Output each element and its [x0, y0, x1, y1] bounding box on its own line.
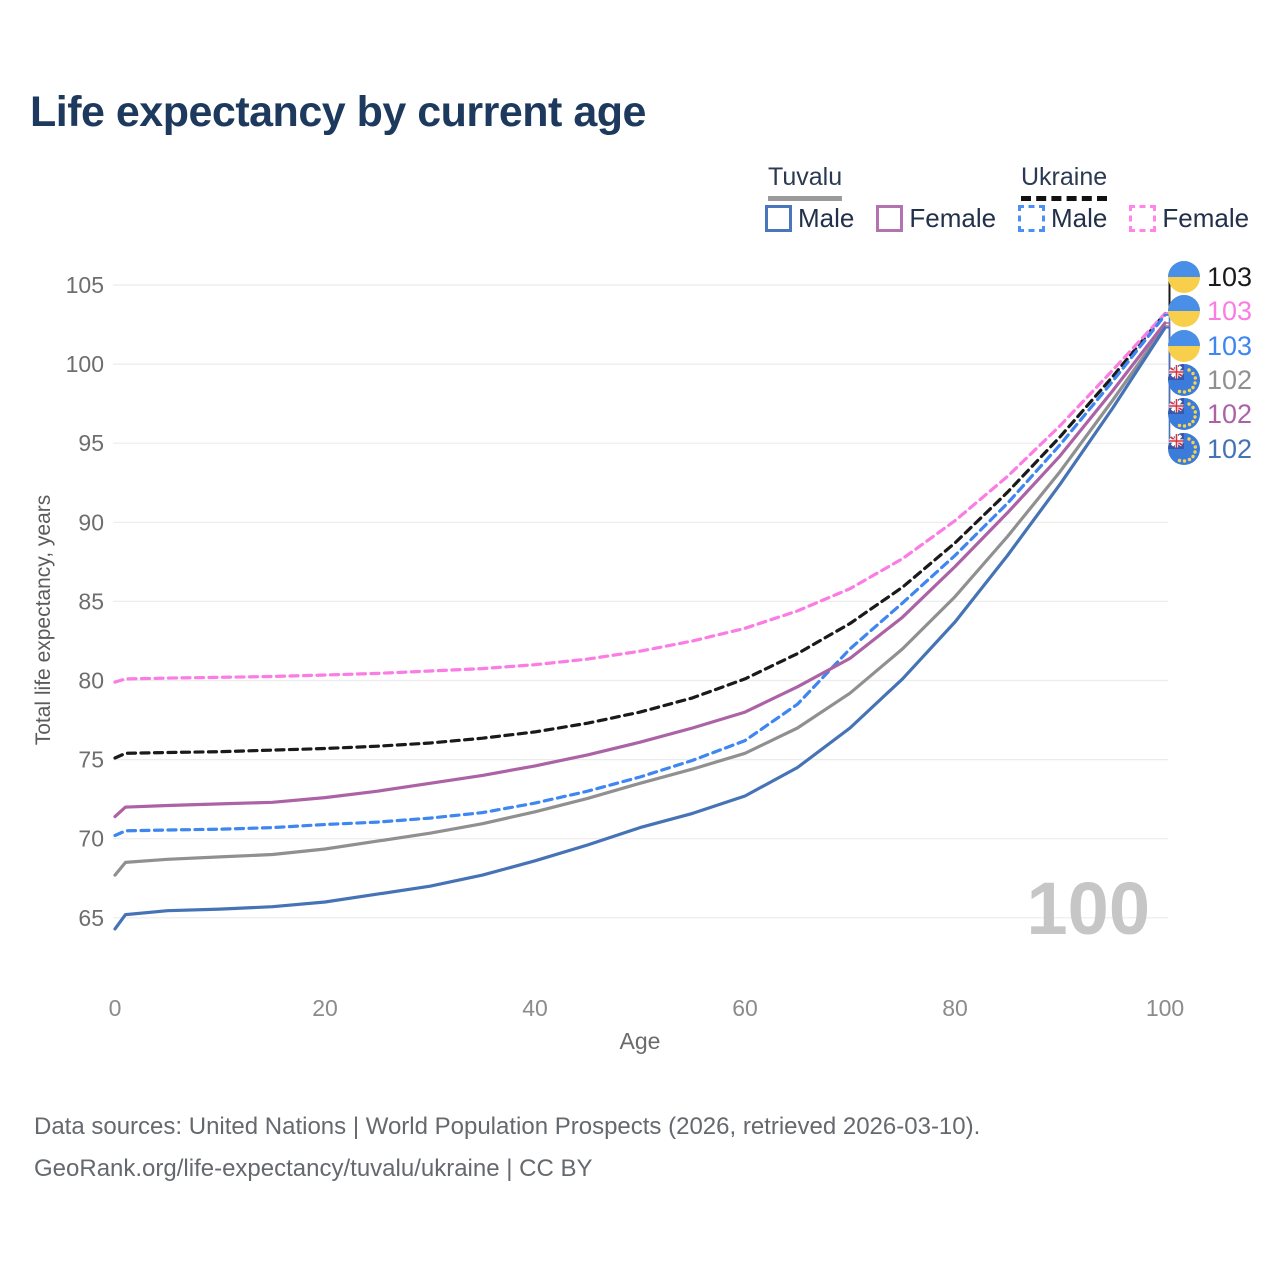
y-axis-label: Total life expectancy, years: [32, 494, 55, 746]
series-line-tuvalu-female: [113, 321, 1167, 819]
x-tick-label: 80: [942, 995, 968, 1021]
end-value: 103: [1207, 261, 1253, 292]
series-line-tuvalu-male: [113, 326, 1167, 931]
footer: Data sources: United Nations | World Pop…: [34, 1106, 980, 1190]
legend-group-ukraine: Ukraine: [1021, 163, 1108, 201]
end-label-ukraine-both: 103: [1168, 260, 1252, 294]
y-tick-label: 95: [78, 430, 104, 456]
end-label-ukraine-male: 103: [1168, 329, 1252, 363]
y-tick-label: 75: [78, 747, 104, 773]
legend-item-ukraine-male: Male: [1018, 203, 1107, 234]
end-value: 102: [1207, 433, 1253, 464]
tuvalu-female-swatch-icon: [876, 205, 904, 232]
end-value: 103: [1207, 330, 1253, 361]
x-tick-label: 20: [312, 995, 338, 1021]
ukraine-flag-icon: [1168, 330, 1200, 362]
end-label-tuvalu-both: 102: [1168, 363, 1252, 397]
end-value: 102: [1207, 398, 1253, 429]
series-line-tuvalu-both: [113, 324, 1167, 877]
ukraine-flag-icon: [1168, 295, 1200, 327]
x-tick-label: 100: [1146, 995, 1184, 1021]
tuvalu-male-swatch-icon: [765, 205, 792, 232]
footer-attribution-line: GeoRank.org/life-expectancy/tuvalu/ukrai…: [34, 1155, 593, 1182]
legend-items-ukraine: Male Female: [1018, 203, 1249, 234]
footer-sources-line: Data sources: United Nations | World Pop…: [34, 1113, 981, 1140]
y-tick-label: 85: [78, 588, 104, 614]
series-line-ukraine-both: [113, 311, 1167, 760]
y-tick-label: 90: [78, 509, 104, 535]
series-line-ukraine-female: [113, 311, 1167, 684]
legend-items-tuvalu: Male Female: [765, 203, 996, 234]
tuvalu-flag-icon: [1168, 398, 1200, 430]
age-watermark: 100: [1026, 867, 1150, 950]
ukraine-male-swatch-icon: [1018, 205, 1045, 232]
y-tick-label: 105: [66, 272, 104, 298]
legend-item-tuvalu-female: Female: [876, 203, 996, 234]
end-label-tuvalu-male: 102: [1168, 432, 1252, 466]
legend-label: Male: [798, 203, 855, 233]
end-value: 102: [1207, 364, 1253, 395]
end-value: 103: [1207, 295, 1253, 326]
tuvalu-flag-icon: [1168, 433, 1200, 465]
y-tick-label: 70: [78, 826, 104, 852]
legend-group-tuvalu: Tuvalu: [768, 163, 843, 201]
series-line-ukraine-male: [113, 313, 1167, 838]
y-tick-label: 100: [66, 351, 104, 377]
tuvalu-flag-icon: [1168, 364, 1200, 396]
x-tick-label: 0: [109, 995, 122, 1021]
y-tick-label: 80: [78, 668, 104, 694]
end-label-tuvalu-female: 102: [1168, 397, 1252, 431]
page-title: Life expectancy by current age: [30, 88, 646, 136]
legend-label: Female: [1162, 203, 1250, 233]
ukraine-female-swatch-icon: [1129, 205, 1157, 232]
y-tick-label: 65: [78, 905, 104, 931]
legend-label: Female: [909, 203, 997, 233]
x-tick-label: 60: [732, 995, 758, 1021]
end-label-ukraine-female: 103: [1168, 294, 1252, 328]
legend-item-tuvalu-male: Male: [765, 203, 854, 234]
x-axis-label: Age: [619, 1028, 661, 1054]
legend-label: Male: [1051, 203, 1108, 233]
legend-country-ukraine: Ukraine: [1021, 163, 1108, 201]
x-tick-label: 40: [522, 995, 548, 1021]
ukraine-flag-icon: [1168, 261, 1200, 293]
legend-item-ukraine-female: Female: [1129, 203, 1249, 234]
legend-country-tuvalu: Tuvalu: [768, 163, 843, 201]
